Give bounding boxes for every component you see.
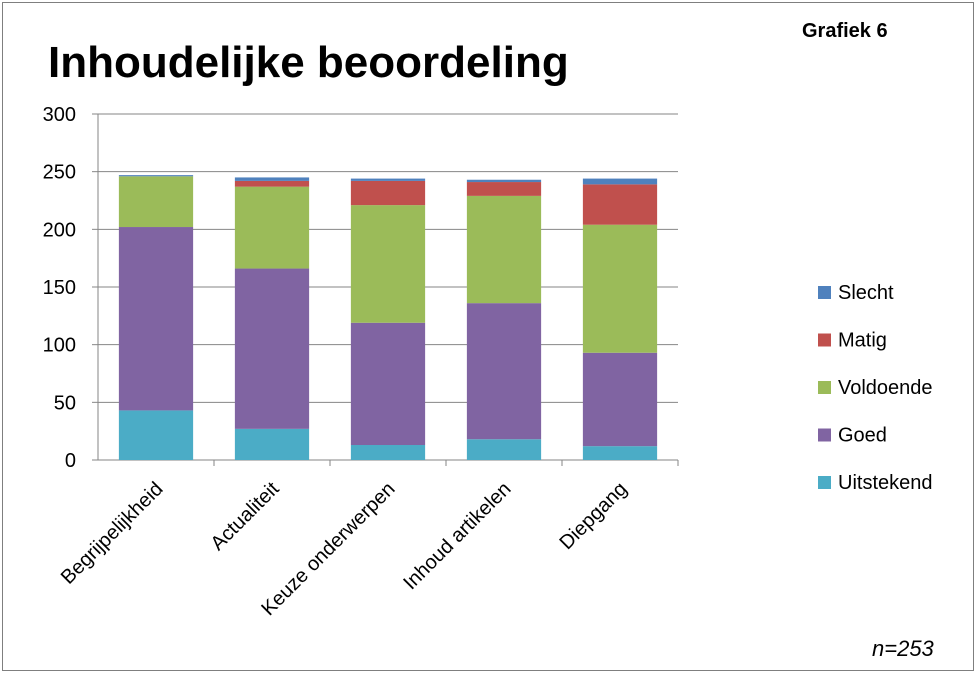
bar-segment-uitstekend [582, 446, 658, 460]
bar-segment-voldoende [234, 186, 310, 269]
bar-segment-matig [234, 180, 310, 187]
legend-label: Uitstekend [838, 472, 933, 494]
legend-label: Voldoende [838, 377, 933, 399]
bar-segment-uitstekend [118, 410, 194, 460]
y-tick-label: 50 [54, 392, 76, 414]
bar-segment-slecht [350, 178, 426, 181]
bar-segment-slecht [582, 178, 658, 185]
bar-segment-slecht [234, 177, 310, 181]
y-tick-label: 200 [43, 219, 76, 241]
x-tick-label: Diepgang [555, 478, 631, 554]
legend-swatch [818, 381, 831, 394]
legend-swatch [818, 428, 831, 442]
bar-segment-matig [350, 180, 426, 206]
bar-segment-voldoende [350, 205, 426, 323]
x-tick-label: Actualiteit [207, 478, 284, 555]
bar-segment-goed [466, 303, 542, 440]
bar-segment-matig [582, 184, 658, 225]
bar-segment-voldoende [118, 176, 194, 228]
y-tick-label: 250 [43, 162, 76, 184]
bar-segment-goed [350, 322, 426, 446]
y-tick-label: 300 [43, 104, 76, 126]
legend-swatch [818, 333, 831, 347]
legend-swatch [818, 286, 831, 299]
bar-segment-uitstekend [466, 439, 542, 460]
bar-segment-goed [118, 227, 194, 411]
bar-segment-uitstekend [350, 445, 426, 460]
bar-segment-voldoende [582, 224, 658, 353]
bar-segment-slecht [118, 175, 194, 177]
x-tick-label: Keuze onderwerpen [257, 478, 399, 620]
y-tick-label: 100 [43, 335, 76, 357]
chart-tag: Grafiek 6 [802, 20, 888, 42]
bar-segment-matig [466, 182, 542, 196]
x-tick-label: Begrijpelijkheid [57, 478, 168, 589]
chart-title: Inhoudelijke beoordeling [48, 38, 569, 87]
y-tick-label: 150 [43, 277, 76, 299]
legend-swatch [818, 476, 831, 489]
bar-segment-slecht [466, 179, 542, 183]
x-tick-label: Inhoud artikelen [399, 478, 515, 594]
bar-segment-uitstekend [234, 428, 310, 460]
bar-segment-goed [582, 352, 658, 447]
legend-label: Goed [838, 425, 887, 447]
bar-segment-goed [234, 268, 310, 429]
bar-segment-voldoende [466, 195, 542, 304]
sample-size-note: n=253 [872, 636, 934, 661]
legend-label: Slecht [838, 282, 894, 304]
y-tick-label: 0 [65, 450, 76, 472]
legend-label: Matig [838, 330, 887, 352]
